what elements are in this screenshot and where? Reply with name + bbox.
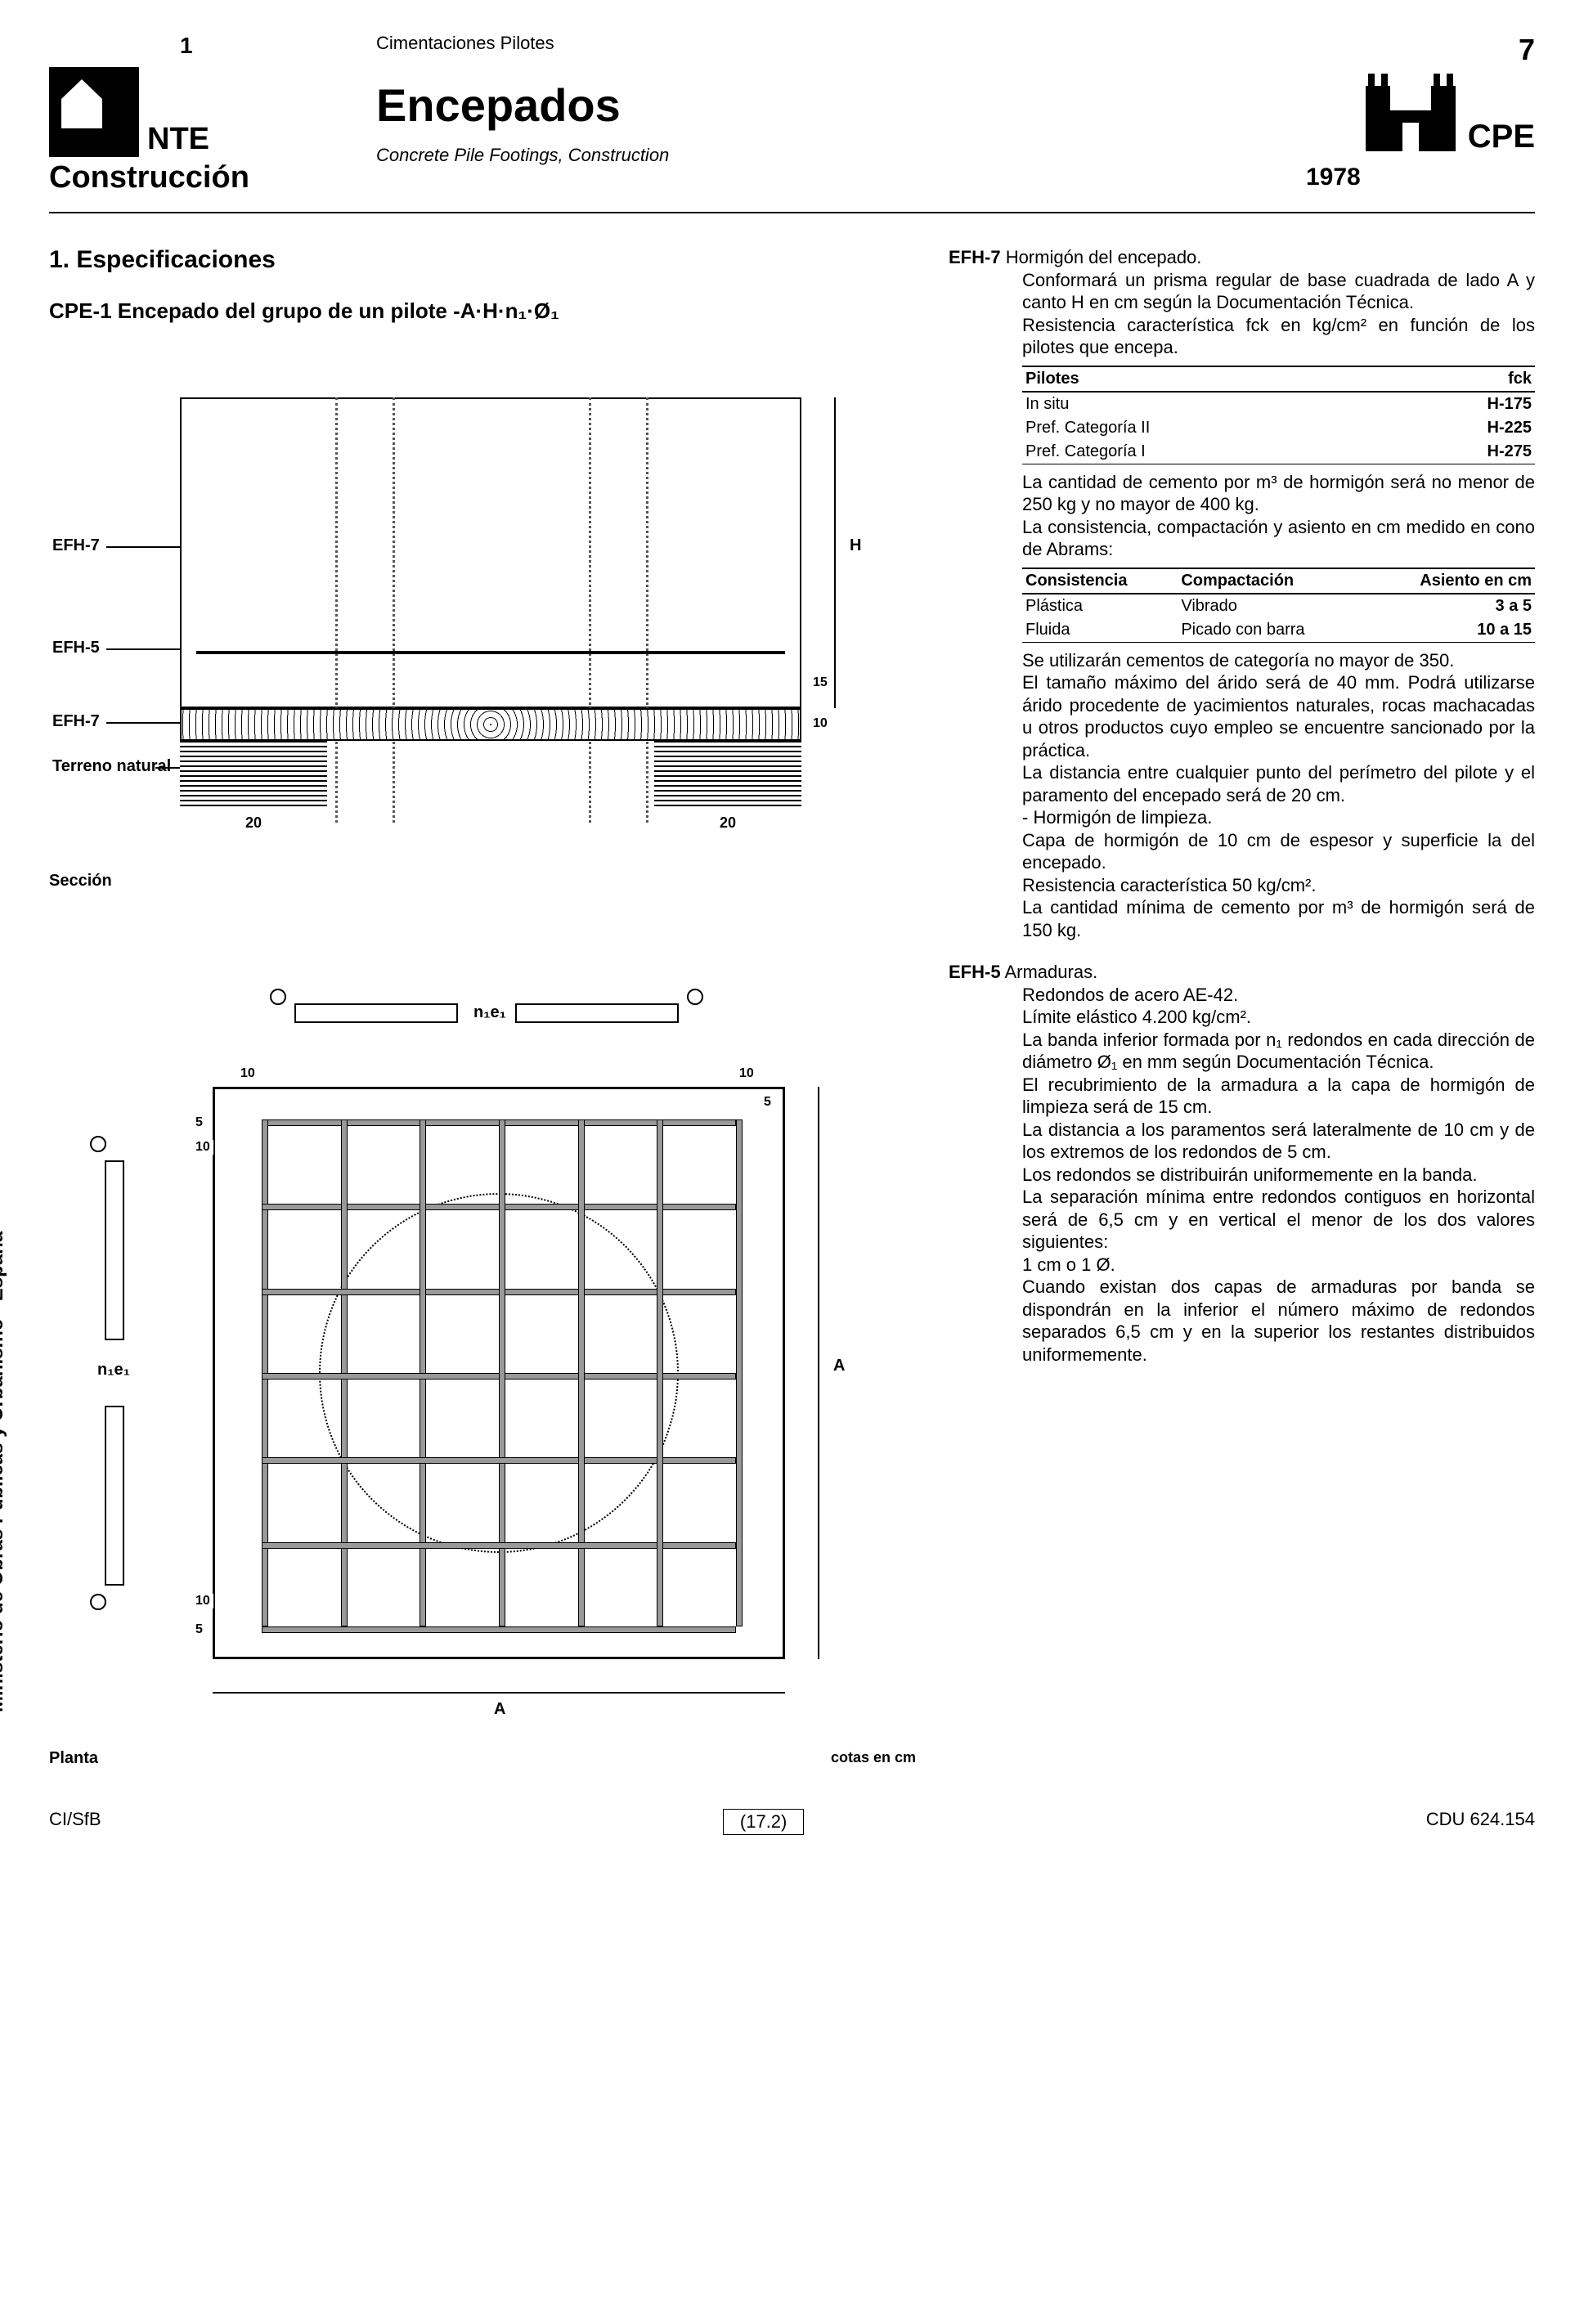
table-row: Pref. Categoría II — [1022, 416, 1391, 440]
efh7-p8: - Hormigón de limpieza. — [1022, 806, 1535, 829]
efh7-code: EFH-7 — [949, 247, 1001, 267]
efh7-p11: La cantidad mínima de cemento por m³ de … — [1022, 896, 1535, 941]
dim-20-left: 20 — [245, 814, 262, 832]
efh7-p6: El tamaño máximo del árido será de 40 mm… — [1022, 671, 1535, 761]
efh5-code: EFH-5 — [949, 962, 1001, 982]
category-subtitle: Cimentaciones Pilotes — [376, 33, 1306, 54]
efh7-p2: Resistencia característica fck en kg/cm²… — [1022, 314, 1535, 359]
efh7-p10: Resistencia característica 50 kg/cm². — [1022, 874, 1535, 897]
efh5-p8: 1 cm o 1 Ø. — [1022, 1254, 1535, 1276]
year-label: 1978 — [1306, 164, 1535, 191]
label-efh7-top: EFH-7 — [49, 536, 103, 555]
footer-left: CI/SfB — [49, 1809, 101, 1835]
plan-caption-right: cotas en cm — [831, 1749, 916, 1768]
dim-A-right: A — [830, 1357, 848, 1375]
dim-n1e1-top: n₁e₁ — [470, 1003, 509, 1022]
efh5-block: EFH-5 Armaduras. Redondos de acero AE-42… — [949, 961, 1535, 1366]
table-row: 10 a 15 — [1365, 618, 1535, 643]
dim-10-bl: 10 — [192, 1594, 213, 1608]
section-diagram: EFH-7 EFH-5 EFH-7 Terreno natural H 15 1… — [49, 348, 916, 855]
dim-10-l: 10 — [192, 1140, 213, 1155]
dim-5-tr: 5 — [761, 1095, 774, 1110]
table-row: Picado con barra — [1178, 618, 1365, 643]
page-number-right: 7 — [1519, 33, 1535, 67]
dim-5-tl: 5 — [192, 1115, 206, 1130]
nte-logo-block: NTE — [49, 67, 311, 157]
t2-h2: Compactación — [1178, 568, 1365, 594]
dim-10: 10 — [810, 716, 831, 731]
efh5-title: Armaduras. — [1004, 962, 1097, 982]
efh5-p5: La distancia a los paramentos será later… — [1022, 1119, 1535, 1164]
efh5-p9: Cuando existan dos capas de armaduras po… — [1022, 1276, 1535, 1366]
dim-10-tl: 10 — [237, 1066, 258, 1081]
plan-caption-left: Planta — [49, 1749, 98, 1768]
t2-h3: Asiento en cm — [1365, 568, 1535, 594]
efh7-table2: Consistencia Compactación Asiento en cm … — [1022, 568, 1535, 643]
construccion-label: Construcción — [49, 160, 311, 195]
dim-A-bottom: A — [491, 1700, 509, 1719]
t1-h2: fck — [1391, 366, 1535, 392]
efh7-block: EFH-7 Hormigón del encepado. Conformará … — [949, 246, 1535, 941]
efh5-p3: La banda inferior formada por n₁ redondo… — [1022, 1029, 1535, 1074]
nte-label: NTE — [147, 122, 209, 157]
dim-20-right: 20 — [720, 814, 736, 832]
castle-icon — [1362, 65, 1460, 155]
header-right: 7 CPE 1978 — [1306, 33, 1535, 191]
table-row: Pref. Categoría I — [1022, 440, 1391, 464]
efh7-p5: Se utilizarán cementos de categoría no m… — [1022, 649, 1535, 672]
page-header: 1 NTE Construcción Cimentaciones Pilotes… — [49, 33, 1535, 213]
content-area: 1. Especificaciones CPE-1 Encepado del g… — [49, 246, 1535, 1768]
t1-h1: Pilotes — [1022, 366, 1391, 392]
english-subtitle: Concrete Pile Footings, Construction — [376, 145, 1306, 166]
section-caption: Sección — [49, 872, 916, 891]
table-row: H-175 — [1391, 392, 1535, 416]
dim-H: H — [846, 536, 864, 555]
footer-mid: (17.2) — [723, 1809, 804, 1835]
table-row: Plástica — [1022, 594, 1178, 618]
efh5-p7: La separación mínima entre redondos cont… — [1022, 1186, 1535, 1254]
right-column: EFH-7 Hormigón del encepado. Conformará … — [949, 246, 1535, 1768]
table-row: 3 a 5 — [1365, 594, 1535, 618]
table-row: Fluida — [1022, 618, 1178, 643]
label-efh5: EFH-5 — [49, 639, 103, 657]
left-column: 1. Especificaciones CPE-1 Encepado del g… — [49, 246, 916, 1768]
efh7-p3: La cantidad de cemento por m³ de hormigó… — [1022, 471, 1535, 516]
header-left: 1 NTE Construcción — [49, 33, 311, 195]
efh7-title: Hormigón del encepado. — [1006, 247, 1202, 267]
ministry-side-text: Ministerio de Obras Públicas y Urbanismo… — [0, 1232, 8, 1712]
efh7-table1: Pilotes fck In situH-175Pref. Categoría … — [1022, 366, 1535, 464]
footer-right: CDU 624.154 — [1426, 1809, 1535, 1835]
cpe-label: CPE — [1468, 119, 1535, 155]
label-efh7-bot: EFH-7 — [49, 712, 103, 731]
cpe-logo-block: CPE — [1306, 65, 1535, 155]
efh5-p4: El recubrimiento de la armadura a la cap… — [1022, 1074, 1535, 1119]
efh7-p9: Capa de hormigón de 10 cm de espesor y s… — [1022, 829, 1535, 874]
page-number-left: 1 — [180, 33, 311, 59]
table-row: Vibrado — [1178, 594, 1365, 618]
section-title: 1. Especificaciones — [49, 246, 916, 274]
trowel-icon — [49, 67, 139, 157]
efh5-p1: Redondos de acero AE-42. — [1022, 984, 1535, 1007]
efh7-p4: La consistencia, compactación y asiento … — [1022, 516, 1535, 561]
dim-10-tr: 10 — [736, 1066, 757, 1081]
spec-title: CPE-1 Encepado del grupo de un pilote -A… — [49, 298, 916, 324]
table-row: In situ — [1022, 392, 1391, 416]
efh7-p7: La distancia entre cualquier punto del p… — [1022, 761, 1535, 806]
efh5-p2: Límite elástico 4.200 kg/cm². — [1022, 1006, 1535, 1029]
dim-n1e1-left: n₁e₁ — [94, 1361, 133, 1380]
table-row: H-275 — [1391, 440, 1535, 464]
page-title: Encepados — [376, 79, 1306, 132]
plan-diagram: n₁e₁ n₁e₁ 10 10 5 5 10 10 5 A A — [49, 989, 916, 1725]
header-center: Cimentaciones Pilotes Encepados Concrete… — [311, 33, 1306, 166]
efh7-p1: Conformará un prisma regular de base cua… — [1022, 269, 1535, 314]
t2-h1: Consistencia — [1022, 568, 1178, 594]
dim-15: 15 — [810, 675, 831, 690]
efh5-p6: Los redondos se distribuirán uniformemen… — [1022, 1164, 1535, 1187]
dim-5-bl: 5 — [192, 1622, 206, 1637]
page-footer: CI/SfB (17.2) CDU 624.154 — [49, 1801, 1535, 1843]
table-row: H-225 — [1391, 416, 1535, 440]
